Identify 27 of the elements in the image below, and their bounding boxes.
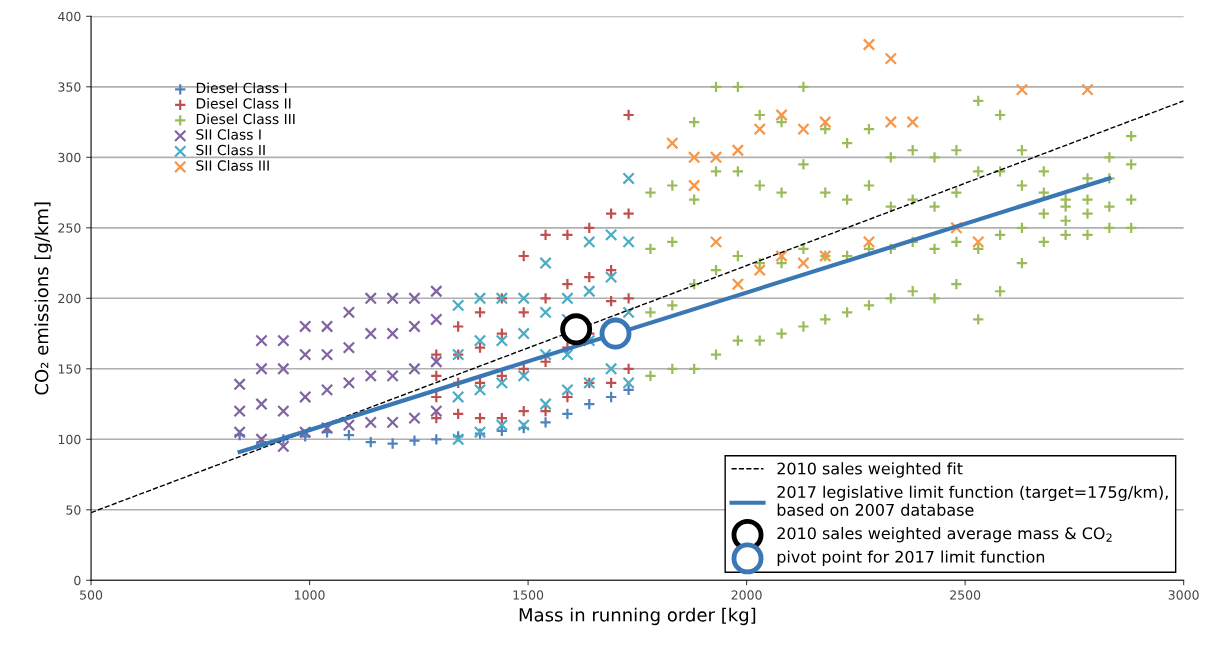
y-tick-label: 100: [58, 434, 81, 445]
x-tick-label: 500: [80, 590, 103, 600]
y-axis-title: CO₂ emissions [g/km]: [34, 202, 52, 395]
legend-label: SII Class III: [196, 160, 269, 171]
x-tick-label: 1000: [295, 590, 325, 600]
legend-label: 2017 legislative limit function (target=175g/km), based on 2007 database: [777, 485, 1168, 516]
legend-label: pivot point for 2017 limit function: [777, 550, 1045, 566]
x-axis-title: Mass in running order [kg]: [519, 607, 756, 626]
legend-label: SII Class I: [196, 129, 261, 140]
x-tick-label: 1500: [513, 590, 544, 600]
y-tick-label: 0: [74, 575, 81, 586]
y-tick-label: 50: [66, 505, 81, 515]
legend-label: SII Class II: [196, 144, 265, 156]
x-tick-label: 2000: [731, 590, 762, 600]
legend-label: Diesel Class III: [196, 113, 295, 125]
y-tick-label: 150: [58, 364, 81, 374]
y-tick-label: 350: [58, 82, 81, 92]
legend-label: Diesel Class I: [196, 82, 287, 94]
y-tick-label: 300: [58, 152, 81, 163]
x-tick-label: 3000: [1168, 590, 1199, 600]
legend-label: 2010 sales weighted fit: [777, 462, 963, 478]
x-tick-label: 2500: [950, 590, 981, 600]
y-tick-label: 250: [58, 223, 81, 233]
legend-label: 2010 sales weighted average mass & CO$_{2}$: [777, 526, 1112, 543]
y-tick-label: 400: [58, 11, 81, 22]
legend-label: Diesel Class II: [196, 97, 291, 109]
y-tick-label: 200: [58, 293, 81, 304]
